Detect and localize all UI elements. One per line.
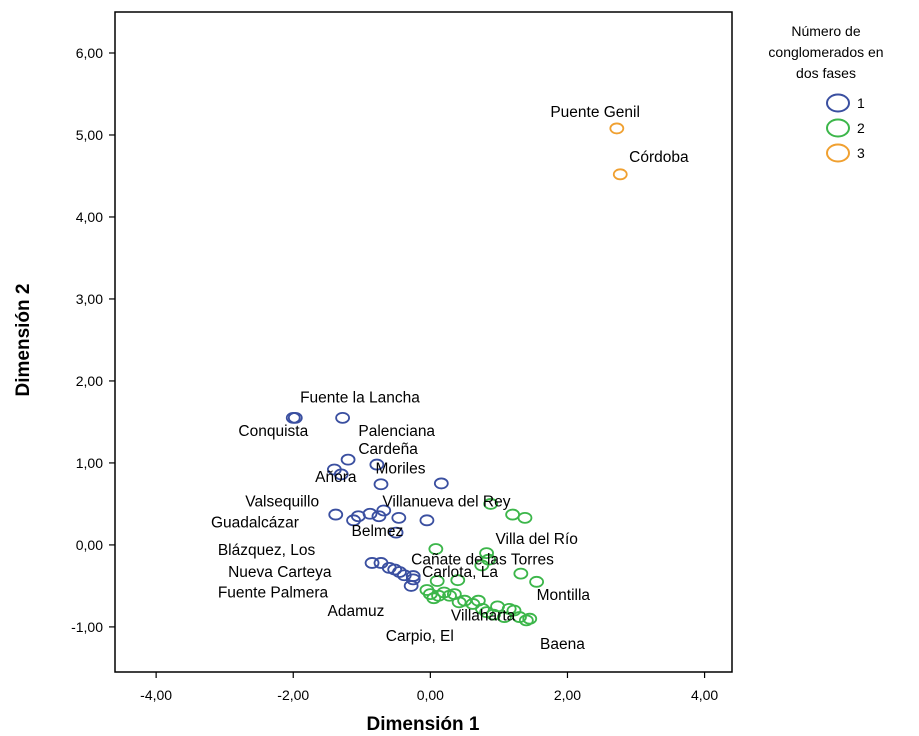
legend-label: 2 [857,120,865,136]
point-label: Nueva Carteya [228,564,332,581]
legend-marker-3 [826,143,850,163]
data-point-cluster-1 [328,508,344,521]
data-points [285,122,628,627]
point-label: Puente Genil [550,104,640,121]
point-label: Conquista [238,423,308,440]
legend-label: 1 [857,95,865,111]
x-axis-title: Dimensión 1 [367,714,480,735]
data-point-cluster-1 [346,514,361,527]
point-label: Baena [540,636,585,653]
data-point-cluster-2 [474,559,490,572]
point-label: Guadalcázar [211,515,299,532]
y-tick-label: 1,00 [76,455,103,471]
data-point-cluster-1 [388,526,404,539]
point-label: Belmez [352,523,404,540]
data-point-cluster-2 [428,543,444,555]
data-point-cluster-3 [612,168,628,181]
data-point-cluster-1 [333,468,349,481]
data-point-cluster-1 [392,566,407,578]
legend-title: Número de [791,23,860,39]
data-point-cluster-2 [479,606,494,619]
point-label: Carlota, La [422,564,498,581]
point-label: Valsequillo [245,493,319,510]
data-point-cluster-1 [371,510,387,523]
point-label: Añora [315,469,357,486]
x-tick-label: 0,00 [417,687,444,703]
data-point-cluster-3 [609,122,625,135]
y-tick-label: 5,00 [76,127,103,143]
x-tick-label: -2,00 [277,687,309,703]
point-label: Fuente la Lancha [300,389,420,406]
point-label: Villaharta [451,607,516,624]
data-point-cluster-2 [517,511,533,524]
data-point-cluster-1 [373,478,389,491]
legend-marker-1 [826,93,850,113]
legend-label: 3 [857,145,865,161]
data-point-cluster-1 [340,453,356,466]
data-point-cluster-2 [529,575,545,588]
data-point-cluster-1 [405,573,421,586]
y-tick-label: 0,00 [76,537,103,553]
point-label: Villa del Río [495,531,577,548]
y-tick-label: 3,00 [76,291,103,307]
point-label: Fuente Palmera [218,584,329,601]
x-tick-label: -4,00 [140,687,172,703]
x-axis: -4,00 -2,00 0,00 2,00 4,00 [140,672,718,703]
plot-frame [114,11,733,673]
point-label: Cardeña [358,441,418,458]
data-point-cluster-2 [479,547,494,560]
y-axis: -1,00 0,00 1,00 2,00 3,00 4,00 5,00 6,00 [71,45,115,635]
data-point-cluster-2 [450,574,466,587]
y-axis-title: Dimensión 2 [13,284,34,397]
data-point-cluster-1 [364,557,380,569]
point-labels: Puente Genil Córdoba Fuente la Lancha Conqu… [211,104,689,653]
point-label: Blázquez, Los [218,542,316,559]
point-label: Villanueva del Rey [382,493,510,510]
y-tick-label: 2,00 [76,373,103,389]
point-label: Cañate de las Torres [411,552,554,569]
y-tick-label: 4,00 [76,209,103,225]
data-point-cluster-2 [505,508,521,521]
point-label: Carpio, El [386,628,454,645]
legend-title: conglomerados en [768,44,883,60]
data-point-cluster-2 [429,575,445,587]
data-point-cluster-1 [369,458,385,471]
data-point-cluster-1 [403,580,419,592]
point-label: Moriles [376,461,426,478]
data-point-cluster-2 [513,567,529,580]
legend-title: dos fases [796,65,856,81]
x-tick-label: 2,00 [554,687,581,703]
data-point-cluster-2 [483,498,499,510]
point-label: Montilla [537,587,591,604]
data-point-cluster-2 [475,602,490,615]
y-tick-label: -1,00 [71,619,103,635]
point-label: Palenciana [358,423,435,440]
y-tick-label: 6,00 [76,45,103,61]
data-point-cluster-1 [287,411,303,424]
data-point-cluster-1 [419,514,435,527]
legend-marker-2 [826,118,850,138]
x-tick-label: 4,00 [691,687,718,703]
point-label: Adamuz [328,603,385,620]
data-point-cluster-1 [391,511,407,524]
data-point-cluster-1 [433,477,449,490]
data-point-cluster-1 [335,411,351,424]
point-label: Córdoba [629,149,689,166]
data-point-cluster-2 [522,612,538,625]
